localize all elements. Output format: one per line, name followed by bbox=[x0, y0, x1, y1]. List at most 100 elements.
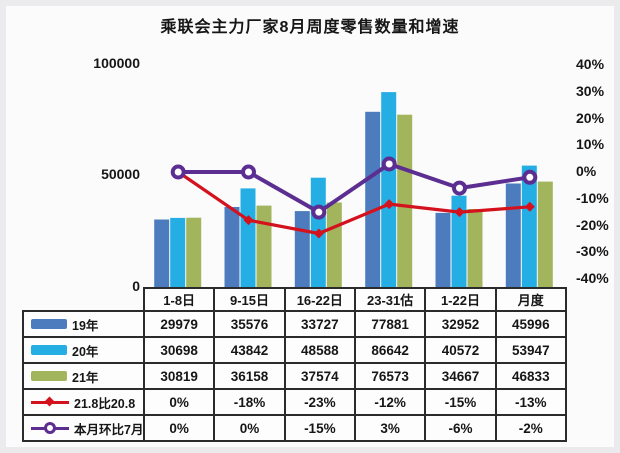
bar-19年 bbox=[154, 219, 170, 287]
value-cell: 37574 bbox=[283, 362, 356, 390]
value-cell: 40572 bbox=[424, 336, 497, 364]
legend-bar-swatch-icon bbox=[31, 319, 67, 329]
value-cell: 30698 bbox=[142, 336, 216, 364]
marker-21.8比20.8 bbox=[313, 228, 324, 239]
right-axis-tick: 20% bbox=[576, 110, 605, 126]
legend-cell: 21年 bbox=[22, 362, 145, 390]
legend-label: 20年 bbox=[72, 344, 99, 359]
legend-line-swatch-icon bbox=[31, 422, 69, 434]
value-cell: 30819 bbox=[142, 362, 216, 390]
legend-circle-marker-icon bbox=[44, 422, 56, 434]
bar-21年 bbox=[256, 205, 272, 287]
bar-19年 bbox=[224, 207, 240, 287]
value-cell: 45996 bbox=[494, 310, 567, 338]
value-cell: -15% bbox=[283, 414, 356, 442]
legend-bar-swatch-icon bbox=[31, 345, 67, 355]
legend-label: 21年 bbox=[72, 370, 99, 385]
bar-19年 bbox=[365, 111, 381, 287]
value-cell: 46833 bbox=[494, 362, 567, 390]
legend-label: 21.8比20.8 bbox=[74, 396, 136, 411]
value-cell: 77881 bbox=[353, 310, 427, 338]
column-header: 9-15日 bbox=[213, 287, 286, 312]
bar-20年 bbox=[381, 92, 397, 287]
data-table: 1-8日 9-15日 16-22日 23-31估 1-22日 月度 19年 29979 3557… bbox=[22, 287, 567, 442]
legend-cell: 20年 bbox=[22, 336, 145, 364]
bar-21年 bbox=[467, 209, 483, 287]
table-row: 19年 29979 35576 33727 77881 32952 45996 bbox=[22, 310, 567, 338]
right-axis-tick: -10% bbox=[576, 190, 609, 206]
right-axis-tick: -40% bbox=[576, 270, 609, 286]
value-cell: -23% bbox=[283, 388, 356, 416]
marker-21.8比20.8 bbox=[243, 215, 254, 226]
marker-21.8比20.8 bbox=[384, 199, 395, 210]
legend-label: 本月环比7月 bbox=[74, 422, 144, 437]
right-axis-tick: 40% bbox=[576, 56, 605, 72]
right-axis-tick: 0% bbox=[576, 163, 597, 179]
bar-21年 bbox=[186, 217, 202, 287]
table-row: 本月环比7月 0% 0% -15% 3% -6% -2% bbox=[22, 414, 567, 442]
value-cell: 29979 bbox=[142, 310, 216, 338]
value-cell: -15% bbox=[424, 388, 497, 416]
legend-cell: 21.8比20.8 bbox=[22, 388, 145, 416]
value-cell: 48588 bbox=[283, 336, 356, 364]
value-cell: 35576 bbox=[213, 310, 286, 338]
table-row: 21.8比20.8 0% -18% -23% -12% -15% -13% bbox=[22, 388, 567, 416]
column-header: 23-31估 bbox=[353, 287, 427, 312]
bar-21年 bbox=[326, 202, 342, 287]
column-header: 1-22日 bbox=[424, 287, 497, 312]
legend-bar-swatch-icon bbox=[31, 371, 67, 381]
marker-21.8比20.8 bbox=[454, 207, 465, 218]
value-cell: 0% bbox=[142, 388, 216, 416]
column-header: 1-8日 bbox=[142, 287, 216, 312]
value-cell: -2% bbox=[494, 414, 567, 442]
line-本月环比7月 bbox=[176, 162, 532, 215]
marker-本月环比7月 bbox=[170, 164, 186, 180]
table-row: 21年 30819 36158 37574 76573 34667 46833 bbox=[22, 362, 567, 390]
left-axis-tick: 0 bbox=[132, 278, 140, 294]
value-cell: 3% bbox=[353, 414, 427, 442]
column-header: 16-22日 bbox=[283, 287, 356, 312]
marker-本月环比7月 bbox=[241, 164, 256, 180]
value-cell: -18% bbox=[213, 388, 286, 416]
value-cell: -6% bbox=[424, 414, 497, 442]
bar-20年 bbox=[521, 165, 537, 287]
bar-21年 bbox=[397, 114, 413, 287]
bar-19年 bbox=[505, 183, 521, 287]
table-row: 20年 30698 43842 48588 86642 40572 53947 bbox=[22, 336, 567, 364]
bar-20年 bbox=[451, 195, 467, 287]
bar-19年 bbox=[294, 211, 310, 287]
value-cell: -13% bbox=[494, 388, 567, 416]
value-cell: -12% bbox=[353, 388, 427, 416]
value-cell: 34667 bbox=[424, 362, 497, 390]
marker-21.8比20.8 bbox=[524, 201, 535, 212]
retail-bar-line-plot bbox=[154, 92, 553, 287]
left-axis-tick: 50000 bbox=[101, 166, 140, 182]
bar-19年 bbox=[435, 212, 451, 287]
marker-本月环比7月 bbox=[381, 156, 397, 172]
right-axis-tick: 10% bbox=[576, 136, 605, 152]
legend-cell: 本月环比7月 bbox=[22, 414, 145, 442]
value-cell: 36158 bbox=[213, 362, 286, 390]
line-21.8比20.8 bbox=[176, 170, 532, 236]
right-axis-tick: 30% bbox=[576, 83, 605, 99]
value-cell: 0% bbox=[142, 414, 216, 442]
bar-20年 bbox=[170, 217, 186, 287]
chart-title: 乘联会主力厂家8月周度零售数量和增速 bbox=[160, 19, 460, 36]
value-cell: 43842 bbox=[213, 336, 286, 364]
bar-20年 bbox=[240, 188, 256, 287]
value-cell: 86642 bbox=[353, 336, 427, 364]
value-cell: 32952 bbox=[424, 310, 497, 338]
table-corner bbox=[23, 288, 144, 311]
right-axis-tick: -20% bbox=[576, 217, 609, 233]
legend-diamond-marker-icon bbox=[44, 396, 55, 407]
marker-本月环比7月 bbox=[522, 169, 538, 185]
legend-line-swatch-icon bbox=[31, 396, 69, 408]
right-axis-tick: -30% bbox=[576, 243, 609, 259]
value-cell: 53947 bbox=[494, 336, 567, 364]
legend-cell: 19年 bbox=[22, 310, 145, 338]
value-cell: 0% bbox=[213, 414, 286, 442]
column-header: 月度 bbox=[494, 287, 567, 312]
marker-本月环比7月 bbox=[452, 180, 467, 196]
legend-label: 19年 bbox=[72, 318, 99, 333]
